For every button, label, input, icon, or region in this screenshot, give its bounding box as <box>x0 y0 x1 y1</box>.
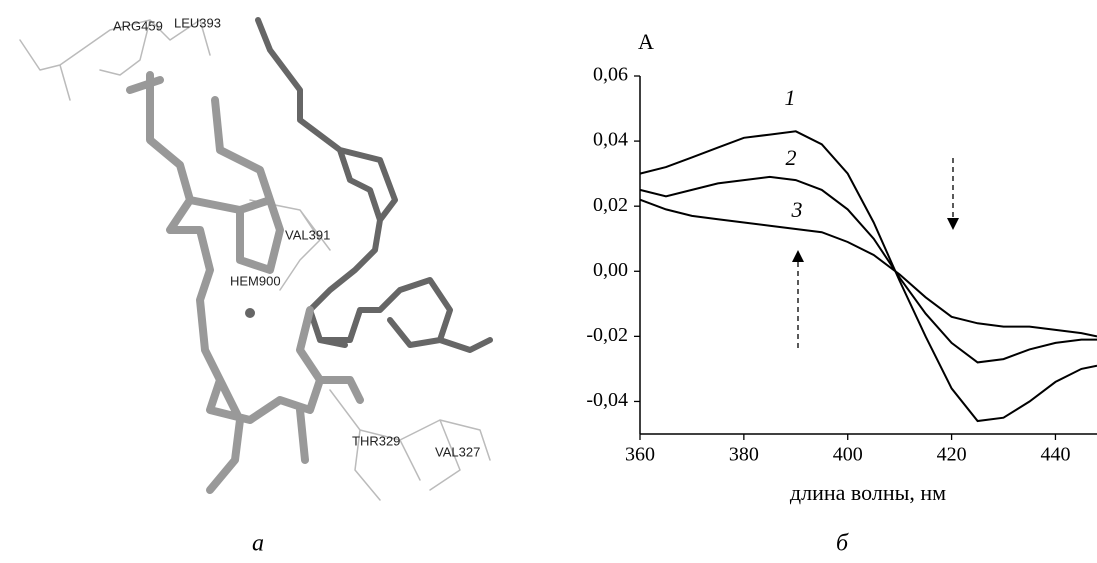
residue-label: VAL327 <box>435 444 480 459</box>
y-tick-label: 0,02 <box>593 194 628 216</box>
x-tick-label: 400 <box>833 444 863 466</box>
y-tick-label: 0,06 <box>593 64 628 86</box>
y-tick-label: -0,02 <box>586 324 628 346</box>
residue-label: HEM900 <box>230 273 281 288</box>
residue-label: THR329 <box>352 433 400 448</box>
residue-label: ARG459 <box>113 18 163 33</box>
figure: ARG459 LEU393 VAL391 HEM900 THR329 VAL32… <box>0 0 1097 563</box>
residue-label: VAL391 <box>285 227 330 242</box>
x-tick-label: 440 <box>1040 444 1070 466</box>
y-axis-label: A <box>638 29 654 54</box>
series-line <box>640 131 1097 421</box>
y-tick-label: -0,04 <box>586 389 628 411</box>
series-line <box>640 177 1097 363</box>
panel-label: а <box>252 531 264 557</box>
series-label: 1 <box>785 85 796 110</box>
x-tick-label: 420 <box>937 444 967 466</box>
y-tick-label: 0,04 <box>593 129 628 151</box>
x-axis-label: длина волны, нм <box>790 480 946 505</box>
molecule-drawing <box>20 20 490 500</box>
series-line <box>640 200 1097 337</box>
x-tick-label: 360 <box>625 444 655 466</box>
series-label: 3 <box>791 197 803 222</box>
x-tick-label: 380 <box>729 444 759 466</box>
residue-label: LEU393 <box>174 15 221 30</box>
series-label: 2 <box>786 145 797 170</box>
y-tick-label: 0,00 <box>593 259 628 281</box>
panel-label: б <box>836 531 849 557</box>
